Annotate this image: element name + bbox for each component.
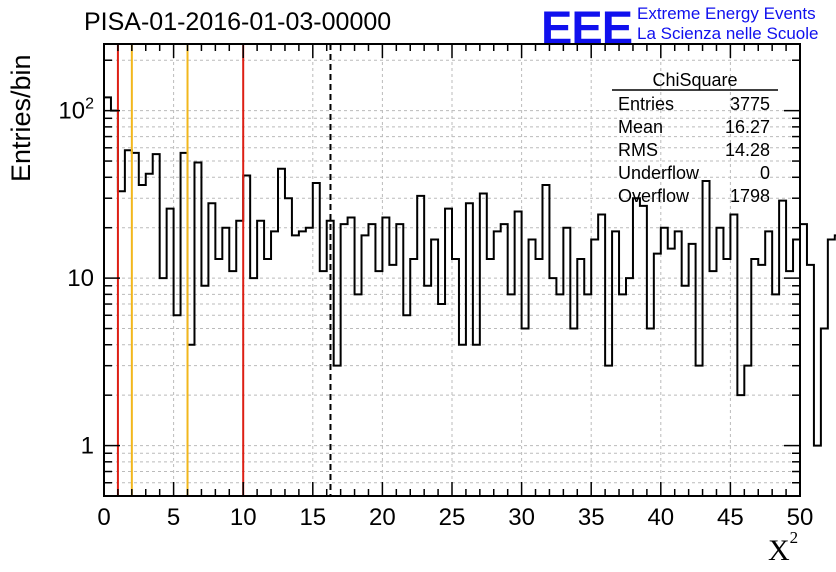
x-tick-label: 0 — [97, 504, 110, 531]
y-tick-label: 10 — [67, 265, 94, 292]
x-tick-label: 45 — [717, 504, 744, 531]
histogram-series — [104, 96, 836, 447]
stats-label: RMS — [618, 140, 658, 160]
logo-line-2: La Scienza nelle Scuole — [637, 24, 819, 43]
stats-label: Overflow — [618, 186, 690, 206]
x-tick-label: 30 — [508, 504, 535, 531]
stats-value: 14.28 — [725, 140, 770, 160]
stats-title: ChiSquare — [652, 70, 737, 90]
x-tick-label: 50 — [787, 504, 814, 531]
x-tick-label: 10 — [230, 504, 257, 531]
x-tick-label: 40 — [647, 504, 674, 531]
stats-value: 16.27 — [725, 117, 770, 137]
stats-label: Entries — [618, 94, 674, 114]
stats-value: 1798 — [730, 186, 770, 206]
x-tick-label: 15 — [299, 504, 326, 531]
stats-value: 0 — [760, 163, 770, 183]
stats-label: Mean — [618, 117, 663, 137]
eee-logo: EEE — [541, 1, 633, 54]
logo-line-1: Extreme Energy Events — [637, 4, 816, 23]
x-tick-label: 5 — [167, 504, 180, 531]
y-tick-label: 102 — [58, 96, 94, 125]
chart-title: PISA-01-2016-01-03-00000 — [84, 8, 392, 36]
x-tick-label: 25 — [439, 504, 466, 531]
stats-value: 3775 — [730, 94, 770, 114]
x-axis-label: X2 — [768, 528, 799, 567]
stats-label: Underflow — [618, 163, 700, 183]
x-tick-label: 20 — [369, 504, 396, 531]
y-tick-label: 1 — [81, 433, 94, 460]
x-tick-label: 35 — [578, 504, 605, 531]
